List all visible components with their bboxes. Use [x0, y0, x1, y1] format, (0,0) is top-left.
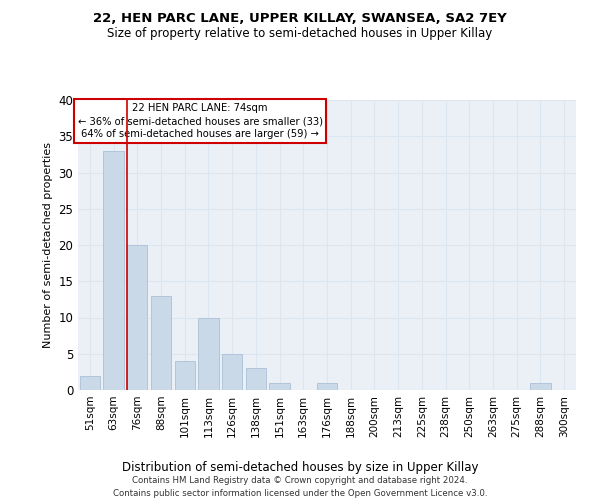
- Text: 22, HEN PARC LANE, UPPER KILLAY, SWANSEA, SA2 7EY: 22, HEN PARC LANE, UPPER KILLAY, SWANSEA…: [93, 12, 507, 26]
- Bar: [175, 361, 195, 390]
- Bar: [530, 383, 551, 390]
- Bar: [127, 245, 148, 390]
- Text: Distribution of semi-detached houses by size in Upper Killay: Distribution of semi-detached houses by …: [122, 461, 478, 474]
- Text: Contains HM Land Registry data © Crown copyright and database right 2024.
Contai: Contains HM Land Registry data © Crown c…: [113, 476, 487, 498]
- Bar: [269, 383, 290, 390]
- Bar: [103, 151, 124, 390]
- Y-axis label: Number of semi-detached properties: Number of semi-detached properties: [43, 142, 53, 348]
- Text: Size of property relative to semi-detached houses in Upper Killay: Size of property relative to semi-detach…: [107, 28, 493, 40]
- Bar: [80, 376, 100, 390]
- Bar: [246, 368, 266, 390]
- Bar: [199, 318, 218, 390]
- Text: 22 HEN PARC LANE: 74sqm
← 36% of semi-detached houses are smaller (33)
64% of se: 22 HEN PARC LANE: 74sqm ← 36% of semi-de…: [77, 103, 323, 140]
- Bar: [317, 383, 337, 390]
- Bar: [222, 354, 242, 390]
- Bar: [151, 296, 171, 390]
